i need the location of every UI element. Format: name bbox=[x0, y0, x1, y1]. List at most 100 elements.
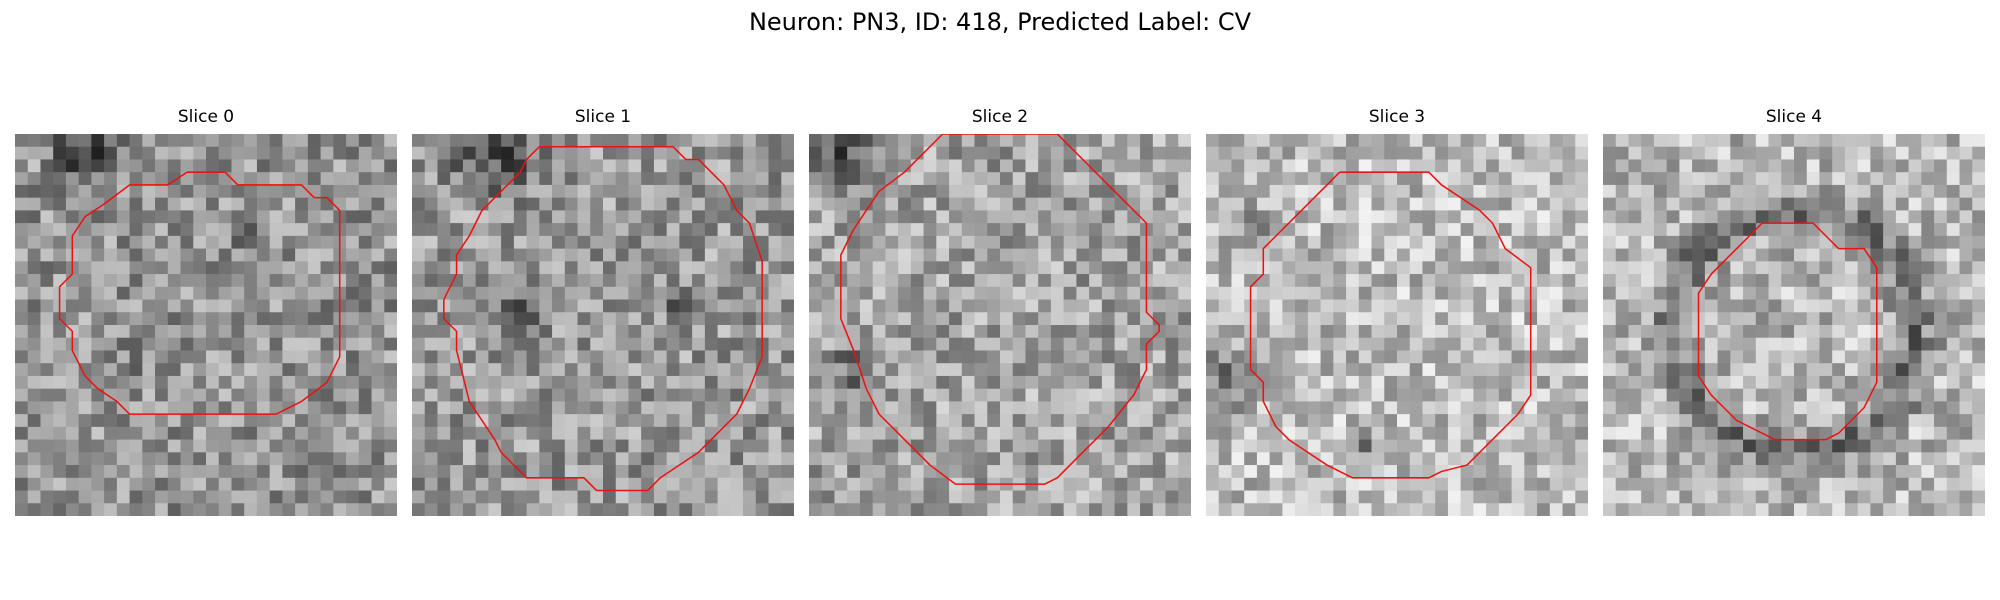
pixel bbox=[1511, 477, 1525, 491]
pixel bbox=[1114, 401, 1128, 415]
pixel bbox=[1320, 274, 1334, 288]
pixel bbox=[218, 325, 232, 338]
pixel bbox=[501, 375, 515, 389]
pixel bbox=[1717, 363, 1731, 377]
pixel bbox=[244, 375, 258, 389]
pixel bbox=[1972, 248, 1985, 262]
pixel bbox=[1844, 312, 1858, 326]
pixel bbox=[692, 134, 706, 147]
pixel bbox=[1666, 312, 1680, 326]
pixel bbox=[847, 363, 861, 377]
pixel bbox=[513, 312, 527, 326]
pixel bbox=[104, 452, 118, 466]
pixel bbox=[1269, 452, 1283, 466]
pixel bbox=[1127, 490, 1141, 504]
pixel bbox=[1908, 274, 1922, 288]
pixel bbox=[155, 184, 169, 198]
pixel bbox=[577, 439, 591, 453]
pixel bbox=[1972, 401, 1985, 415]
pixel bbox=[91, 503, 105, 516]
pixel bbox=[1511, 172, 1525, 186]
pixel bbox=[1895, 452, 1909, 466]
pixel bbox=[1206, 465, 1219, 479]
pixel bbox=[987, 261, 1001, 275]
pixel bbox=[1511, 439, 1525, 453]
pixel bbox=[1076, 184, 1090, 198]
pixel bbox=[859, 312, 873, 326]
pixel bbox=[206, 465, 219, 479]
pixel bbox=[885, 325, 899, 338]
pixel bbox=[885, 197, 899, 211]
pixel bbox=[1704, 235, 1718, 249]
pixel bbox=[1666, 388, 1680, 402]
pixel bbox=[1730, 312, 1744, 326]
pixel bbox=[590, 146, 604, 160]
pixel bbox=[513, 159, 527, 173]
pixel bbox=[116, 452, 130, 466]
pixel bbox=[1549, 261, 1563, 275]
pixel bbox=[104, 465, 118, 479]
pixel bbox=[1615, 197, 1629, 211]
pixel bbox=[1089, 134, 1103, 147]
pixel bbox=[1794, 223, 1807, 237]
pixel bbox=[1206, 197, 1219, 211]
pixel bbox=[1000, 261, 1013, 275]
pixel bbox=[821, 299, 835, 313]
pixel bbox=[424, 401, 438, 415]
pixel bbox=[1384, 426, 1398, 440]
pixel bbox=[1409, 350, 1423, 364]
pixel bbox=[1743, 299, 1757, 313]
pixel bbox=[1755, 197, 1769, 211]
pixel bbox=[1435, 337, 1449, 351]
pixel bbox=[307, 350, 321, 364]
pixel bbox=[1346, 401, 1360, 415]
pixel bbox=[692, 465, 706, 479]
pixel bbox=[371, 172, 385, 186]
pixel bbox=[1076, 350, 1090, 364]
slice-image bbox=[412, 134, 794, 516]
pixel bbox=[1730, 172, 1744, 186]
pixel bbox=[1486, 325, 1500, 338]
pixel bbox=[1959, 477, 1973, 491]
pixel bbox=[1282, 134, 1296, 147]
pixel bbox=[1063, 210, 1077, 224]
pixel bbox=[1127, 337, 1141, 351]
pixel bbox=[809, 490, 822, 504]
pixel bbox=[437, 452, 451, 466]
pixel bbox=[358, 312, 372, 326]
pixel bbox=[1704, 401, 1718, 415]
pixel bbox=[577, 210, 591, 224]
pixel bbox=[307, 426, 321, 440]
pixel bbox=[1717, 325, 1731, 338]
pixel bbox=[1959, 312, 1973, 326]
pixel bbox=[1269, 286, 1283, 300]
pixel bbox=[116, 299, 130, 313]
pixel bbox=[1704, 197, 1718, 211]
pixel bbox=[1921, 439, 1935, 453]
pixel bbox=[65, 134, 79, 147]
pixel bbox=[1883, 159, 1897, 173]
pixel bbox=[1152, 401, 1166, 415]
pixel bbox=[1921, 414, 1935, 428]
pixel bbox=[1063, 350, 1077, 364]
pixel bbox=[256, 490, 270, 504]
pixel bbox=[898, 274, 912, 288]
pixel bbox=[923, 134, 937, 147]
pixel bbox=[1679, 172, 1693, 186]
pixel bbox=[295, 223, 309, 237]
pixel bbox=[1615, 350, 1629, 364]
pixel bbox=[65, 414, 79, 428]
pixel bbox=[1819, 401, 1833, 415]
pixel bbox=[129, 350, 143, 364]
pixel bbox=[961, 299, 975, 313]
pixel bbox=[1244, 248, 1258, 262]
pixel bbox=[1524, 235, 1538, 249]
pixel bbox=[1832, 490, 1846, 504]
pixel bbox=[129, 375, 143, 389]
pixel bbox=[821, 414, 835, 428]
pixel bbox=[1537, 235, 1551, 249]
pixel bbox=[488, 465, 502, 479]
pixel bbox=[821, 490, 835, 504]
pixel bbox=[1781, 477, 1795, 491]
pixel bbox=[1704, 261, 1718, 275]
